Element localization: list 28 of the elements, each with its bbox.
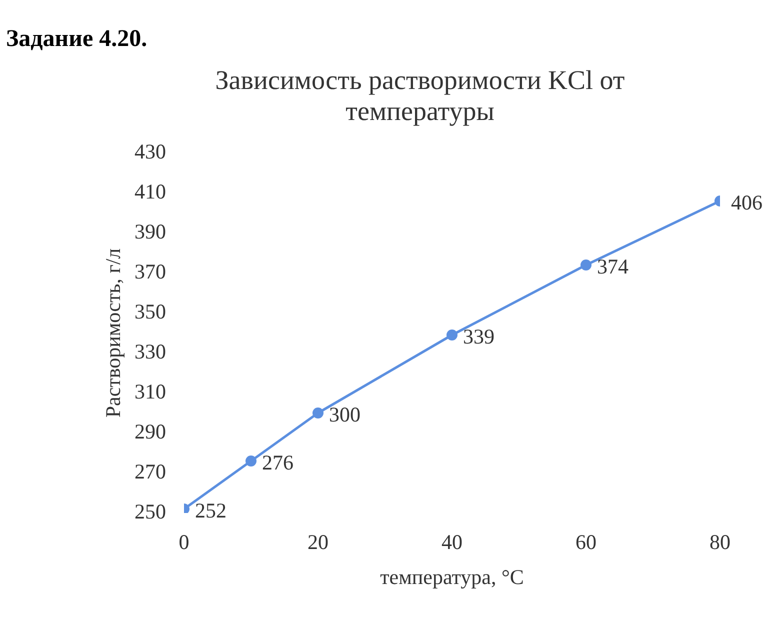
point: [446, 330, 458, 340]
x-tick-label: 20: [308, 530, 328, 554]
x-tick-label: 80: [710, 530, 730, 554]
x-tick-label: 60: [576, 530, 596, 554]
y-tick-label: 350: [134, 300, 166, 324]
point: [580, 260, 592, 270]
y-tick-label: 250: [134, 500, 166, 524]
y-tick-label: 430: [134, 140, 166, 164]
text: Задание 4.20.: [6, 26, 148, 52]
x-tick-label: 40: [442, 530, 462, 554]
data-label: 276: [262, 450, 294, 475]
data-label: 252: [195, 498, 226, 523]
y-tick-label: 290: [134, 420, 166, 444]
y-tick-label: 410: [134, 180, 166, 204]
y-tick-label: 310: [134, 380, 166, 404]
y-axis-title: Растворимость, г/л: [101, 248, 126, 418]
y-tick-label: 370: [134, 260, 166, 284]
data-label: 300: [329, 402, 360, 427]
y-tick-label: 270: [134, 460, 166, 484]
chart-title: Зависимость растворимости KCl от температуры: [215, 65, 625, 126]
y-tick-label: 330: [134, 340, 166, 364]
y-tick-label: 390: [134, 220, 166, 244]
data-label: 374: [597, 254, 629, 279]
data-label: 339: [463, 324, 494, 349]
x-tick-label: 0: [178, 530, 190, 554]
data-label: 406: [731, 190, 762, 215]
point: [312, 408, 324, 418]
x-axis-title: температура, °C: [380, 564, 524, 589]
